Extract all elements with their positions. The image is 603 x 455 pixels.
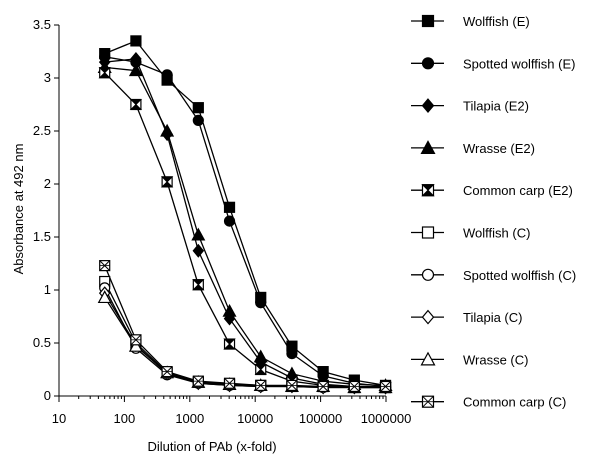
legend-label: Tilapia (E2) [463,99,529,114]
legend-item: Spotted wolffish (E) [411,56,575,71]
legend-item: Wolffish (C) [411,226,530,241]
data-point [99,260,111,272]
data-point [254,363,267,376]
series-line-3 [104,66,386,387]
data-point [160,123,175,137]
legend-marker [420,140,436,154]
data-point [130,334,142,346]
legend-item: Wrasse (E2) [411,140,535,156]
legend-item: Spotted wolffish (C) [411,268,576,283]
data-point [161,69,173,81]
data-point [192,243,205,258]
y-tick-label: 1 [44,282,51,297]
legend-item: Tilapia (C) [411,309,522,325]
legend-item: Common carp (E2) [411,183,573,198]
y-tick-label: 2.5 [33,123,51,138]
legend-marker [420,351,436,366]
data-point [348,380,360,393]
y-tick-label: 0 [44,388,51,403]
x-tick-label: 10 [52,411,66,426]
series-markers [97,35,393,395]
legend-label: Common carp (E2) [463,183,573,198]
series-line-8 [104,297,386,389]
data-point [161,366,173,378]
legend-marker [421,184,435,197]
data-point [286,379,298,391]
legend-item: Wrasse (C) [411,351,528,367]
data-point [223,215,236,227]
x-axis-label: Dilution of PAb (x-fold) [147,439,276,454]
legend-label: Tilapia (C) [463,310,522,325]
data-point [223,377,236,389]
data-point [129,98,143,111]
data-point [286,348,298,360]
legend-marker [421,395,435,408]
y-tick-label: 0.5 [33,335,51,350]
legend-label: Wrasse (C) [463,352,528,367]
x-tick-label: 1000000 [361,411,412,426]
series-line-1 [104,56,386,388]
series-lines [104,40,386,389]
data-point [192,375,204,387]
legend-marker [421,57,435,70]
legend-marker [421,226,435,239]
data-point [128,63,143,77]
data-point [379,380,392,393]
data-point [191,227,206,241]
legend-marker [421,309,435,325]
series-line-2 [104,58,386,389]
legend-label: Spotted wolffish (C) [463,268,576,283]
legend: Wolffish (E) Spotted wolffish (E) Tilapia … [411,14,576,410]
series-line-6 [104,287,386,389]
data-point [255,379,267,391]
data-point [223,201,236,213]
y-tick-label: 3.5 [33,17,51,32]
y-tick-label: 1.5 [33,229,51,244]
data-point [253,349,268,363]
data-point [192,102,204,114]
legend-item: Tilapia (E2) [411,98,529,114]
data-point [222,303,237,317]
data-point [130,35,142,47]
data-point [317,380,329,393]
legend-item: Common carp (C) [411,395,566,410]
y-tick-label: 2 [44,176,51,191]
data-point [97,290,112,304]
x-tick-label: 1000 [175,411,204,426]
legend-label: Wolffish (E) [463,14,530,29]
legend-item: Wolffish (E) [411,14,530,29]
data-point [223,338,236,350]
axes: 0 0.5 1 1.5 2 2.5 3 3.5 10 100 1000 10000 100000 1000… [33,17,411,426]
data-point [98,67,111,79]
legend-label: Spotted wolffish (E) [463,56,575,71]
legend-marker [421,268,435,281]
x-tick-label: 100 [114,411,136,426]
legend-marker [421,98,435,114]
series-line-9 [104,265,386,388]
y-tick-label: 3 [44,70,51,85]
legend-label: Common carp (C) [463,395,566,410]
x-tick-label: 10000 [237,411,273,426]
data-point [255,297,267,309]
y-axis-label: Absorbance at 492 nm [11,144,26,275]
data-point [160,176,174,188]
legend-marker [421,14,435,28]
data-point [192,114,204,127]
data-point [128,338,143,352]
legend-label: Wrasse (E2) [463,141,535,156]
legend-label: Wolffish (C) [463,226,530,241]
x-tick-label: 100000 [299,411,342,426]
series-line-0 [104,40,386,387]
data-point [192,279,205,291]
